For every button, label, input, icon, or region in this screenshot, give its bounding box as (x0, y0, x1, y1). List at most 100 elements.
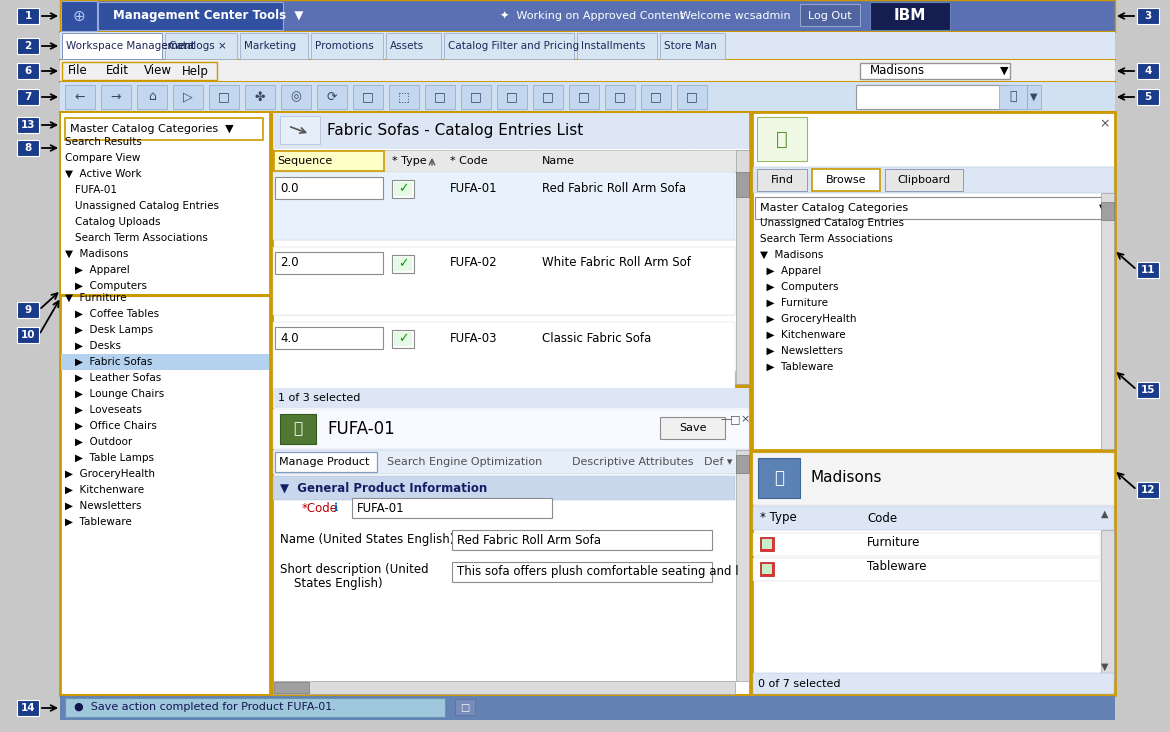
Text: □: □ (460, 703, 469, 712)
Text: Name (United States English): Name (United States English) (280, 534, 454, 547)
Text: * Type: * Type (392, 156, 427, 166)
Text: ▶  Newsletters: ▶ Newsletters (66, 501, 142, 511)
Bar (273, 150, 749, 172)
Text: Catalog Filter and Pricing: Catalog Filter and Pricing (448, 41, 579, 51)
Text: 📖: 📖 (775, 469, 784, 487)
Bar (271, 112, 750, 385)
Text: FUFA-01: FUFA-01 (450, 182, 497, 195)
Bar (62, 62, 216, 80)
Bar (317, 85, 347, 109)
Text: 🌿: 🌿 (776, 130, 787, 149)
Bar (60, 60, 1115, 82)
Text: □: □ (218, 91, 229, 103)
Text: Tableware: Tableware (867, 561, 927, 573)
Text: Classic Fabric Sofa: Classic Fabric Sofa (542, 332, 652, 345)
Bar (860, 63, 1010, 79)
Bar (392, 255, 414, 273)
Bar (388, 85, 419, 109)
Text: Save: Save (680, 423, 707, 433)
Text: File: File (68, 64, 88, 78)
Text: 10: 10 (21, 330, 35, 340)
Text: 2.0: 2.0 (280, 256, 298, 269)
Bar (273, 409, 749, 449)
Bar (443, 33, 574, 59)
Bar (755, 197, 1112, 219)
Text: ⌂: ⌂ (149, 91, 156, 103)
Bar (760, 562, 775, 576)
Text: Short description (United: Short description (United (280, 564, 428, 577)
Bar (66, 698, 445, 717)
Text: ▶  Apparel: ▶ Apparel (760, 266, 821, 276)
Bar (1101, 193, 1114, 449)
Text: 4.0: 4.0 (280, 332, 298, 345)
Text: 1: 1 (25, 11, 32, 21)
Bar (1137, 8, 1159, 24)
Text: Clipboard: Clipboard (897, 175, 950, 185)
Text: ▼  General Product Information: ▼ General Product Information (280, 482, 487, 495)
Text: Code: Code (867, 512, 897, 525)
Bar (452, 562, 713, 582)
Bar (66, 118, 263, 140)
Text: ▼: ▼ (1000, 66, 1009, 76)
Bar (856, 85, 1006, 109)
Text: Workspace Management: Workspace Management (66, 41, 195, 51)
Bar (353, 85, 383, 109)
Bar (311, 33, 383, 59)
Text: ⟳: ⟳ (326, 91, 337, 103)
Text: ▶  Coffee Tables: ▶ Coffee Tables (75, 309, 159, 319)
Text: Def ▾: Def ▾ (704, 457, 732, 467)
Text: □: □ (434, 91, 446, 103)
Text: 15: 15 (1141, 385, 1155, 395)
Text: Log Out: Log Out (808, 11, 852, 21)
Text: 1 of 3 selected: 1 of 3 selected (278, 393, 360, 403)
Text: Search Engine Optimization: Search Engine Optimization (387, 457, 542, 467)
Text: Manage Product: Manage Product (278, 457, 370, 467)
Text: Store Man: Store Man (665, 41, 717, 51)
Text: FUFA-02: FUFA-02 (450, 256, 497, 269)
Text: ▶  Outdoor: ▶ Outdoor (75, 437, 132, 447)
Text: —: — (720, 414, 731, 424)
Text: Red Fabric Roll Arm Sofa: Red Fabric Roll Arm Sofa (457, 534, 601, 547)
Bar (452, 530, 713, 550)
Bar (762, 564, 772, 574)
Text: □: □ (363, 91, 374, 103)
Bar (280, 414, 316, 444)
Bar (757, 169, 807, 191)
Text: ×: × (1099, 118, 1109, 130)
Bar (273, 247, 735, 315)
Bar (275, 177, 383, 199)
Bar (753, 167, 1114, 193)
Bar (60, 82, 1115, 112)
Text: 14: 14 (21, 703, 35, 713)
Bar (18, 63, 39, 79)
Bar (569, 85, 599, 109)
Text: □: □ (578, 91, 590, 103)
Text: ▶  Desks: ▶ Desks (75, 341, 121, 351)
Text: Madisons: Madisons (870, 64, 925, 78)
Bar (61, 1, 97, 31)
Text: ▼  Active Work: ▼ Active Work (66, 169, 142, 179)
Text: Catalog Uploads: Catalog Uploads (75, 217, 160, 227)
Bar (240, 33, 308, 59)
Text: View: View (144, 64, 172, 78)
Bar (753, 558, 1100, 581)
Bar (660, 33, 725, 59)
Text: □: □ (686, 91, 697, 103)
Text: 11: 11 (1141, 265, 1155, 275)
Bar (577, 33, 658, 59)
Bar (280, 116, 321, 144)
Text: ▶  Kitchenware: ▶ Kitchenware (760, 330, 846, 340)
Bar (61, 113, 269, 294)
Bar (736, 150, 749, 384)
Bar (274, 151, 384, 171)
Bar (275, 252, 383, 274)
Bar (461, 85, 491, 109)
Text: ▶  Leather Sofas: ▶ Leather Sofas (75, 373, 161, 383)
Bar (273, 450, 749, 474)
Bar (273, 172, 735, 240)
Text: Find: Find (771, 175, 793, 185)
Text: ▼  Furniture: ▼ Furniture (66, 293, 126, 303)
Text: ▶  Table Lamps: ▶ Table Lamps (75, 453, 154, 463)
Bar (352, 498, 552, 518)
Bar (274, 682, 309, 693)
